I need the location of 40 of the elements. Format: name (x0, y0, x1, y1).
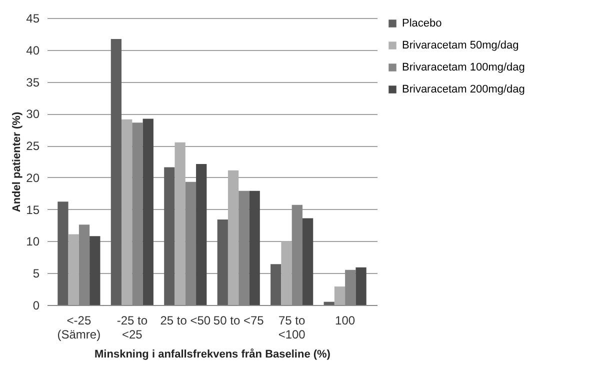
x-axis-title: Minskning i anfallsfrekvens från Baseline (%) (94, 348, 331, 360)
x-tick-label: -25 to <25 (116, 314, 148, 342)
y-tick-label: 45 (26, 12, 40, 26)
y-tick-label: 40 (26, 43, 40, 58)
bar (196, 164, 207, 305)
bar (249, 190, 260, 305)
bar (164, 167, 175, 305)
legend-label: Brivaracetam 200mg/dag (402, 84, 525, 96)
bar (217, 220, 228, 305)
bar (324, 302, 334, 305)
y-tick-label: 5 (32, 266, 40, 281)
x-tick-label: <-25 (Sämre) (57, 314, 101, 342)
y-tick-label: 15 (26, 202, 40, 217)
y-tick-label: 35 (26, 75, 40, 90)
bar (110, 39, 122, 305)
bar (334, 286, 346, 305)
bar (228, 170, 239, 305)
y-tick-label: 25 (26, 139, 40, 154)
bar (68, 234, 79, 305)
x-tick-label: 50 to <75 (213, 314, 264, 328)
legend-label: Brivaracetam 50mg/dag (402, 40, 519, 52)
y-tick-label: 20 (26, 170, 40, 185)
x-tick-label: 100 (335, 314, 356, 328)
bar (270, 264, 282, 305)
x-tick-label: 25 to <50 (160, 314, 211, 328)
bar (122, 119, 132, 305)
x-tick-label: 75 to <100 (278, 314, 306, 342)
bar (174, 142, 186, 305)
bar (356, 267, 366, 305)
bar (281, 241, 292, 305)
y-tick-label: 10 (26, 234, 40, 249)
legend-label: Brivaracetam 100mg/dag (402, 62, 525, 74)
bar (90, 236, 100, 305)
bar (302, 218, 314, 305)
y-tick-label: 30 (26, 107, 40, 122)
y-tick-label: 0 (32, 298, 40, 312)
bar (58, 202, 68, 305)
bar (142, 118, 154, 305)
y-axis-title: Andel patienter (%) (11, 112, 24, 212)
legend-label: Placebo (402, 18, 442, 30)
